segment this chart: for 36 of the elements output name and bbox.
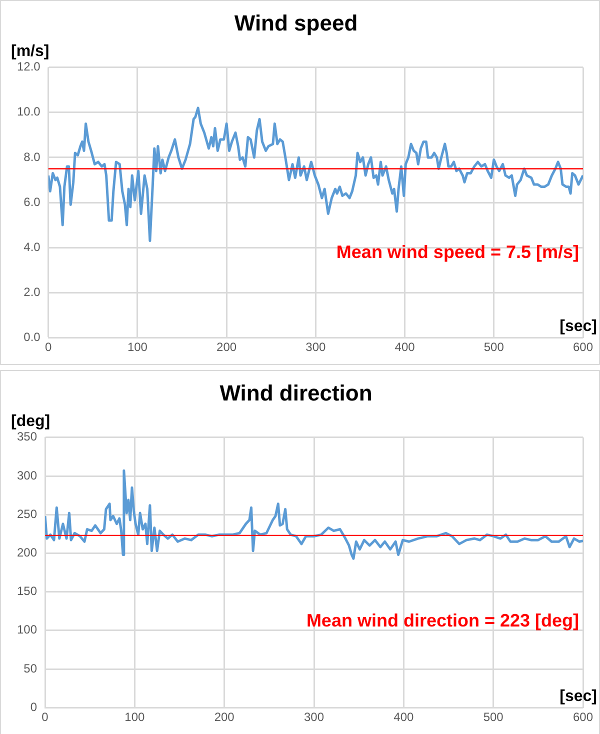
x-axis-title: [sec] [560,318,597,336]
x-tick-label: 600 [572,340,594,354]
x-tick-label: 400 [394,710,414,724]
y-axis-title: [m/s] [11,42,50,60]
x-axis-title: [sec] [560,688,597,706]
y-tick-label: 2.0 [24,284,41,299]
x-tick-label: 0 [45,340,52,354]
y-tick-label: 8.0 [24,150,41,164]
y-tick-label: 0.0 [24,330,41,344]
x-tick-label: 600 [572,710,594,724]
chart-title: Wind speed [234,10,358,36]
ref-line-label: Mean wind speed = 7.5 [m/s] [336,242,579,262]
x-tick-label: 400 [394,340,416,354]
x-tick-label: 500 [483,710,504,724]
y-tick-label: 0 [30,700,38,714]
y-axis-title: [deg] [11,412,50,430]
y-tick-label: 250 [16,506,38,521]
y-tick-label: 10.0 [16,104,41,119]
chart-title: Wind direction [220,380,372,406]
x-tick-label: 100 [127,340,148,354]
y-tick-label: 300 [16,468,38,482]
y-tick-label: 350 [16,430,38,444]
x-tick-label: 300 [304,710,324,724]
x-tick-label: 100 [124,710,146,724]
y-tick-label: 4.0 [24,240,41,254]
y-tick-label: 6.0 [24,194,41,209]
ref-line-label: Mean wind direction = 223 [deg] [306,610,579,630]
y-tick-label: 150 [16,584,38,598]
y-tick-label: 50 [24,661,38,676]
y-tick-label: 12.0 [16,60,41,74]
x-tick-label: 300 [306,340,326,354]
y-tick-label: 100 [16,622,38,637]
x-tick-label: 500 [484,340,504,354]
y-tick-label: 200 [16,546,38,560]
x-tick-label: 200 [216,340,237,354]
x-tick-label: 200 [214,710,235,724]
